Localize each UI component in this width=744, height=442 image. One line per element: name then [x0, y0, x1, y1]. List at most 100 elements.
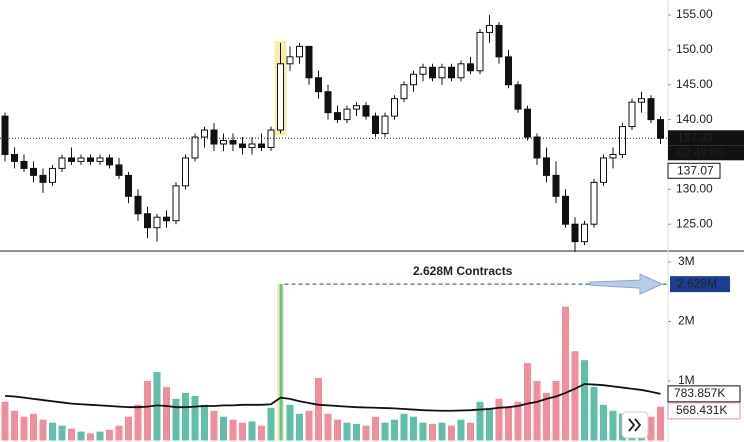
volume-bar: [106, 429, 113, 441]
volume-bar: [163, 386, 170, 441]
candle-body: [153, 216, 161, 229]
candle-body: [134, 195, 142, 215]
candle-body: [619, 126, 626, 155]
volume-bar: [524, 363, 531, 441]
candle-body: [381, 115, 389, 135]
candle-body: [125, 174, 132, 197]
volume-bar: [115, 425, 123, 441]
candle-body: [20, 160, 28, 169]
candle-body: [286, 56, 294, 65]
volume-bar: [362, 425, 370, 441]
last-volume-box: [667, 402, 741, 420]
candle-body: [68, 157, 75, 162]
candle-body: [1, 115, 9, 155]
volume-bar: [457, 419, 465, 441]
volume-bar: [590, 386, 598, 441]
candle-body: [438, 66, 446, 79]
volume-bar: [172, 398, 180, 441]
y-tick-label: 125.00: [676, 216, 713, 230]
candle-body: [115, 164, 123, 176]
y-tick-label: 140.00: [676, 112, 713, 126]
candle-body: [581, 223, 588, 243]
volume-bar: [125, 416, 132, 441]
candle-body: [524, 108, 531, 138]
volume-bar: [505, 407, 512, 441]
volume-bar: [353, 423, 360, 441]
volume-bar: [11, 410, 18, 441]
volume-tick-label: 3M: [678, 254, 695, 268]
candle-body: [96, 157, 104, 162]
candle-body: [229, 140, 237, 145]
y-tick-label: 155.00: [676, 7, 713, 21]
candle-body: [201, 129, 208, 138]
candle-body: [600, 157, 607, 183]
volume-bar: [514, 401, 522, 441]
candle-body: [58, 157, 66, 169]
volume-bar: [609, 410, 617, 441]
volume-bar: [210, 410, 218, 441]
y-tick-label: 150.00: [676, 42, 713, 56]
volume-bar: [476, 401, 484, 441]
scroll-icon: [628, 418, 642, 432]
volume-bar: [343, 422, 351, 441]
candle-body: [590, 181, 598, 225]
annotation: 2.628M Contracts: [413, 264, 513, 278]
volume-bar: [581, 360, 588, 441]
candle-body: [505, 56, 512, 86]
volume-tick-label: 1M: [678, 373, 695, 387]
ma-label-box: [667, 385, 741, 403]
ma-label: 783.857K: [674, 386, 725, 400]
candle-body: [609, 153, 617, 159]
candle-body: [30, 167, 37, 176]
volume-bar: [1, 401, 9, 441]
candle-body: [106, 157, 113, 166]
volume-bar: [552, 381, 560, 441]
y-tick-label: 145.00: [676, 77, 713, 91]
candle-body: [657, 119, 664, 139]
volume-bar: [419, 422, 427, 441]
volume-bar: [58, 425, 66, 441]
volume-bar: [495, 398, 503, 441]
candle-body: [39, 174, 47, 183]
candle-body: [49, 167, 56, 183]
candle-body: [343, 108, 351, 121]
candle-body: [258, 143, 265, 148]
countdown-box: [668, 145, 744, 161]
candle-body: [467, 63, 474, 72]
volume-bar: [239, 422, 246, 441]
candle-body: [419, 66, 427, 75]
countdown: 02:49:00: [677, 145, 724, 159]
candle-body: [248, 143, 256, 148]
volume-bar: [391, 419, 398, 441]
other-price-box: [667, 162, 721, 179]
candle-body: [210, 129, 218, 145]
volume-bar: [191, 395, 199, 441]
volume-bar: [600, 404, 607, 441]
volume-tick-label: 2M: [678, 314, 695, 328]
volume-bar: [20, 416, 28, 441]
volume-bar: [248, 421, 256, 441]
candle-body: [163, 216, 170, 222]
candle-body: [391, 98, 398, 117]
volume-bar-inner: [279, 284, 283, 441]
volume-bar: [201, 404, 208, 441]
candle-body: [362, 105, 370, 117]
candle-body: [144, 213, 151, 229]
volume-bar: [448, 425, 455, 441]
volume-bar: [467, 422, 474, 441]
volume-bar: [258, 425, 265, 441]
candle-body: [495, 24, 503, 58]
candle-body: [486, 24, 493, 33]
volume-bar: [286, 404, 294, 441]
last-volume-label: 568.431K: [676, 403, 727, 417]
candle-body: [533, 136, 541, 159]
volume-bar: [315, 378, 322, 441]
candle-body: [400, 84, 408, 100]
candle-body: [628, 101, 636, 128]
volume-bar: [134, 404, 142, 441]
volume-bar: [77, 431, 85, 441]
candle-body: [476, 31, 484, 72]
candle-body: [514, 84, 522, 110]
candle-body: [305, 45, 313, 79]
